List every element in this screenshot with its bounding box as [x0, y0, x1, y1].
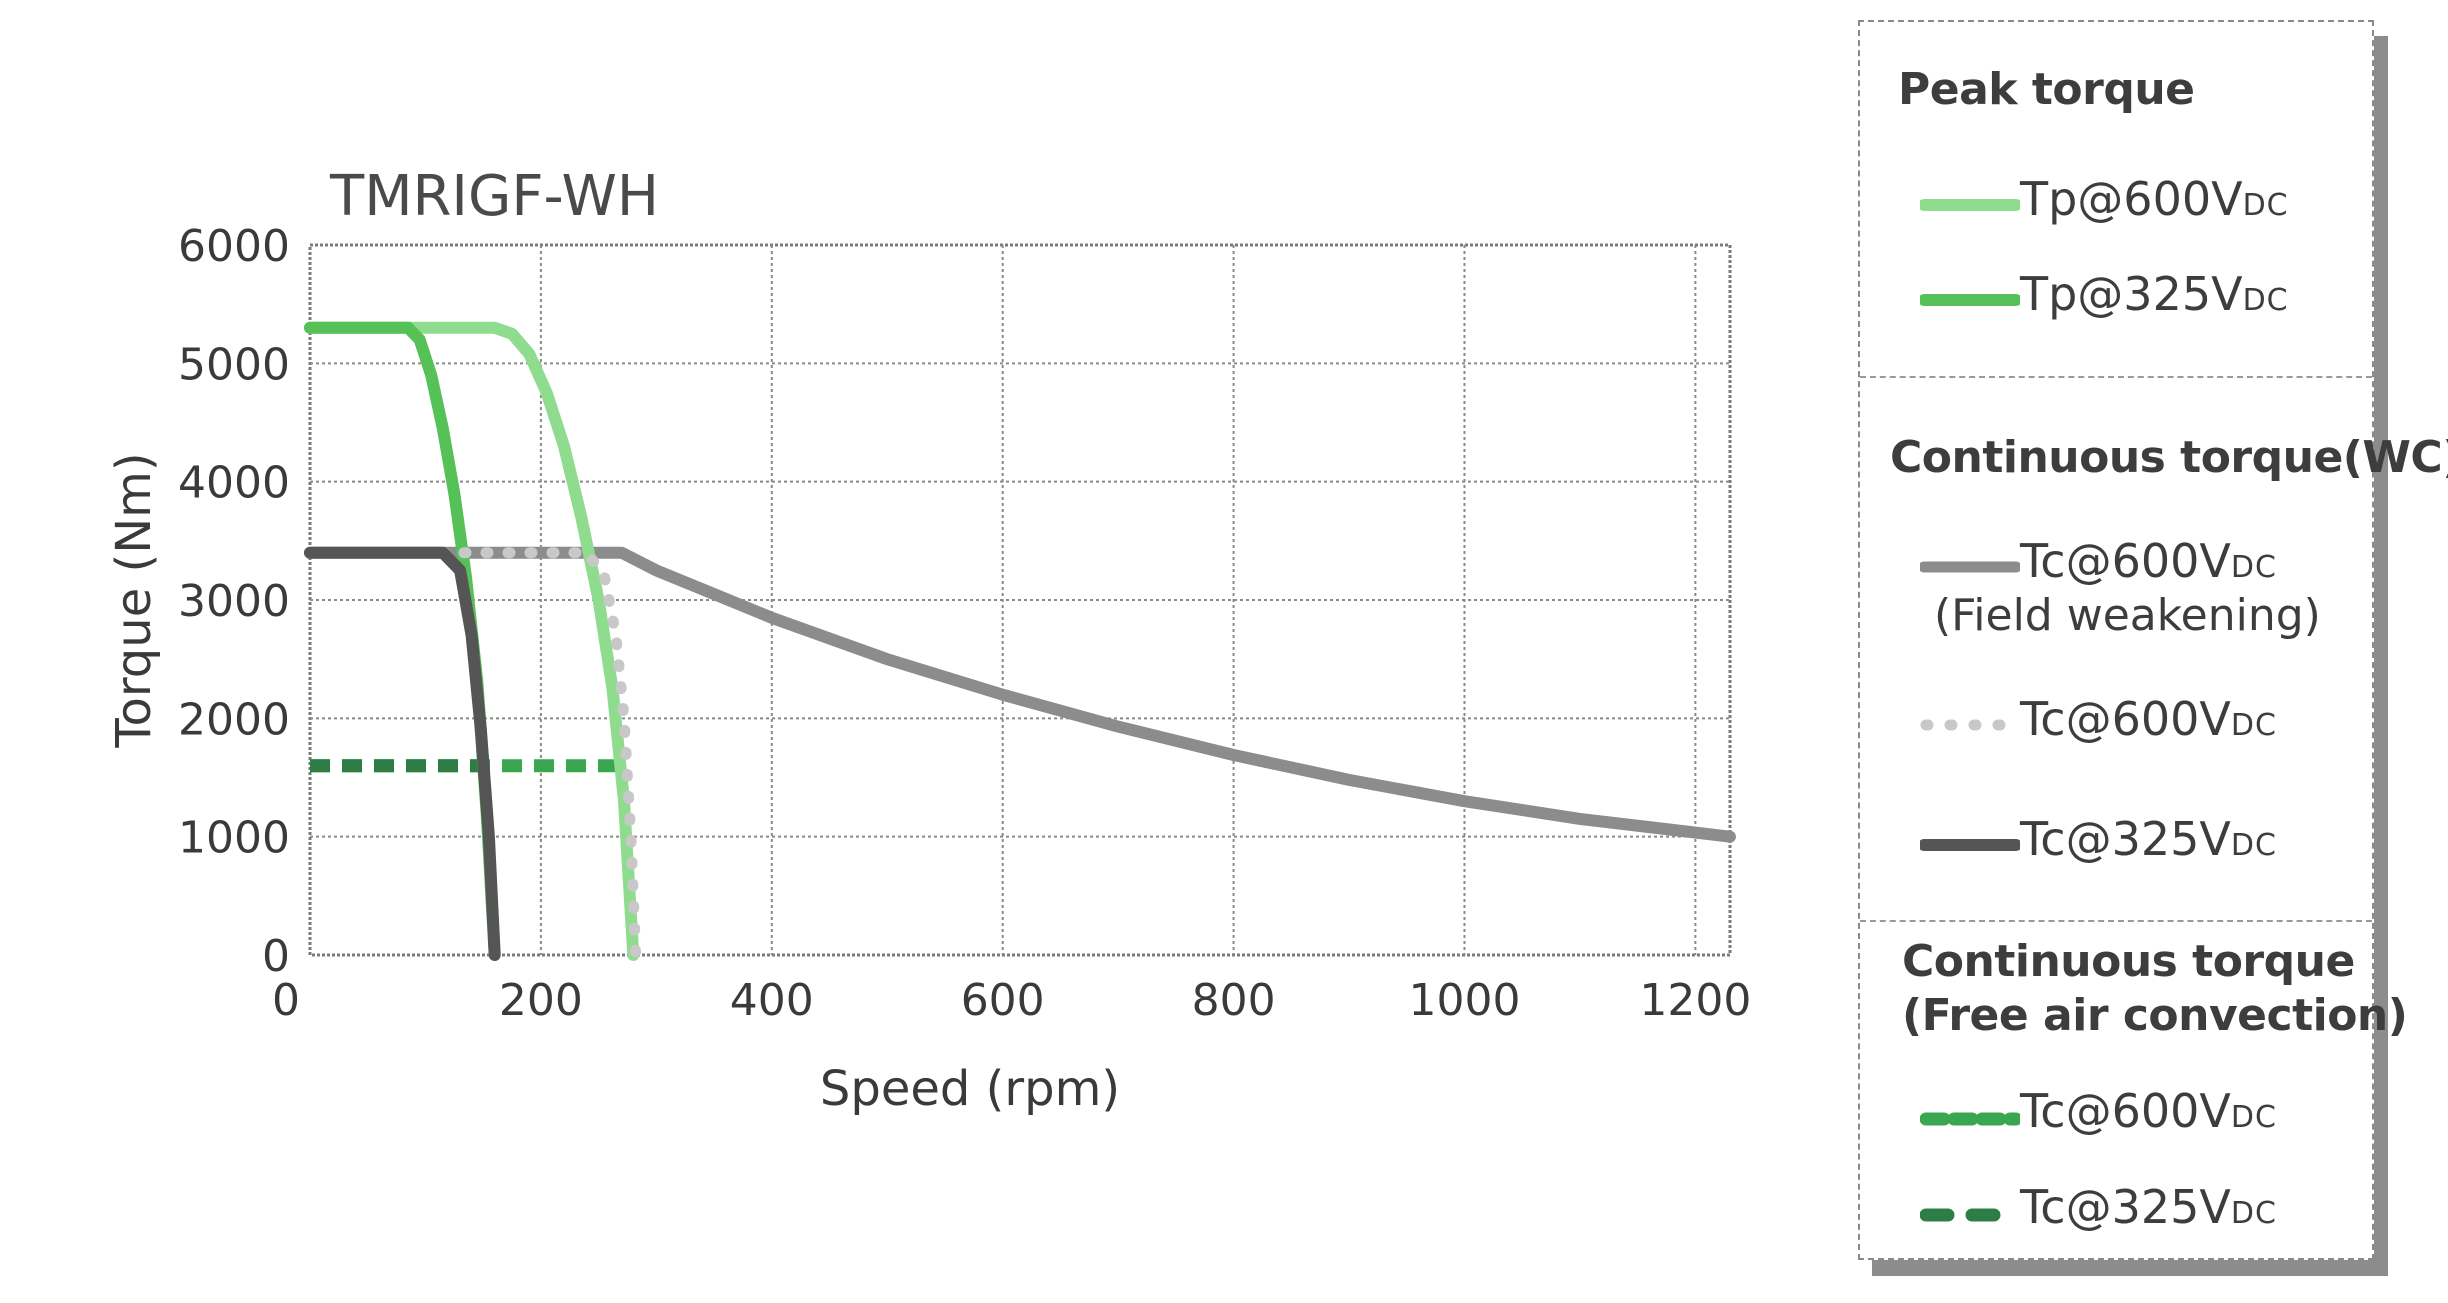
x-tick-label: 200	[499, 975, 583, 1026]
x-tick-label: 1200	[1639, 975, 1751, 1026]
x-tick-label: 800	[1192, 975, 1276, 1026]
legend-divider	[1860, 920, 2372, 922]
legend-unit-subscript: DC	[2230, 828, 2277, 863]
legend-heading-continuous-wc: Continuous torque(WC)	[1890, 432, 2448, 483]
series-line-2	[304, 546, 1736, 843]
x-tick-label: 600	[961, 975, 1045, 1026]
torque-speed-chart: 0 200 400 600 800 1000 1200 0 1000 2000 3000 4000 50…	[106, 164, 1751, 1117]
series-line-3	[304, 547, 642, 961]
legend-label-tp-325: Tp@325VDC	[2020, 267, 2289, 321]
legend-divider	[1860, 376, 2372, 378]
legend-label-tc-600-fw: Tc@600VDC	[2020, 534, 2277, 588]
legend-unit-subscript: DC	[2230, 1100, 2277, 1135]
legend-label-tp-600: Tp@600VDC	[2020, 172, 2289, 226]
legend: Peak torque Tp@600VDC Tp@325VDC Continuo…	[1858, 20, 2448, 1260]
legend-swatch-tc-600-dotted	[1920, 719, 2020, 731]
legend-unit-subscript: DC	[2230, 1196, 2277, 1231]
legend-heading-free-air: (Free air convection)	[1902, 990, 2408, 1041]
legend-label-tc-325: Tc@325VDC	[2020, 812, 2277, 866]
x-axis-label: Speed (rpm)	[820, 1061, 1120, 1117]
y-tick-label: 3000	[178, 576, 290, 627]
legend-swatch-tc-600-free-air	[1920, 1112, 2020, 1126]
y-tick-label: 5000	[178, 339, 290, 390]
legend-swatch-tc-325-free-air	[1920, 1208, 2020, 1222]
legend-unit-subscript: DC	[2242, 283, 2289, 318]
legend-unit-subscript: DC	[2230, 550, 2277, 585]
legend-label-tc-325-free-air: Tc@325VDC	[2020, 1180, 2277, 1234]
x-tick-label: 0	[272, 975, 300, 1026]
legend-swatch-tc-325	[1920, 839, 2020, 851]
legend-swatch-tp-600	[1920, 199, 2020, 211]
series-line-0	[304, 321, 640, 961]
x-tick-label: 1000	[1408, 975, 1520, 1026]
y-axis-label: Torque (Nm)	[106, 452, 162, 748]
y-tick-label: 2000	[178, 694, 290, 745]
legend-sublabel-field-weakening: (Field weakening)	[1934, 590, 2321, 641]
legend-label-tc-600-free-air: Tc@600VDC	[2020, 1084, 2277, 1138]
legend-unit-subscript: DC	[2230, 708, 2277, 743]
y-tick-label: 4000	[178, 458, 290, 509]
legend-heading-peak-torque: Peak torque	[1898, 64, 2195, 115]
y-tick-label: 0	[262, 931, 290, 982]
series-line-4	[304, 546, 501, 961]
y-tick-label: 1000	[178, 813, 290, 864]
x-tick-label: 400	[730, 975, 814, 1026]
legend-label-tc-600-dotted: Tc@600VDC	[2020, 692, 2277, 746]
legend-unit-subscript: DC	[2242, 188, 2289, 223]
legend-swatch-tp-325	[1920, 294, 2020, 306]
y-tick-label: 6000	[178, 221, 290, 272]
chart-title: TMRIGF-WH	[329, 164, 659, 229]
legend-heading-continuous: Continuous torque	[1902, 936, 2355, 987]
legend-swatch-tc-600-fw	[1920, 561, 2020, 573]
